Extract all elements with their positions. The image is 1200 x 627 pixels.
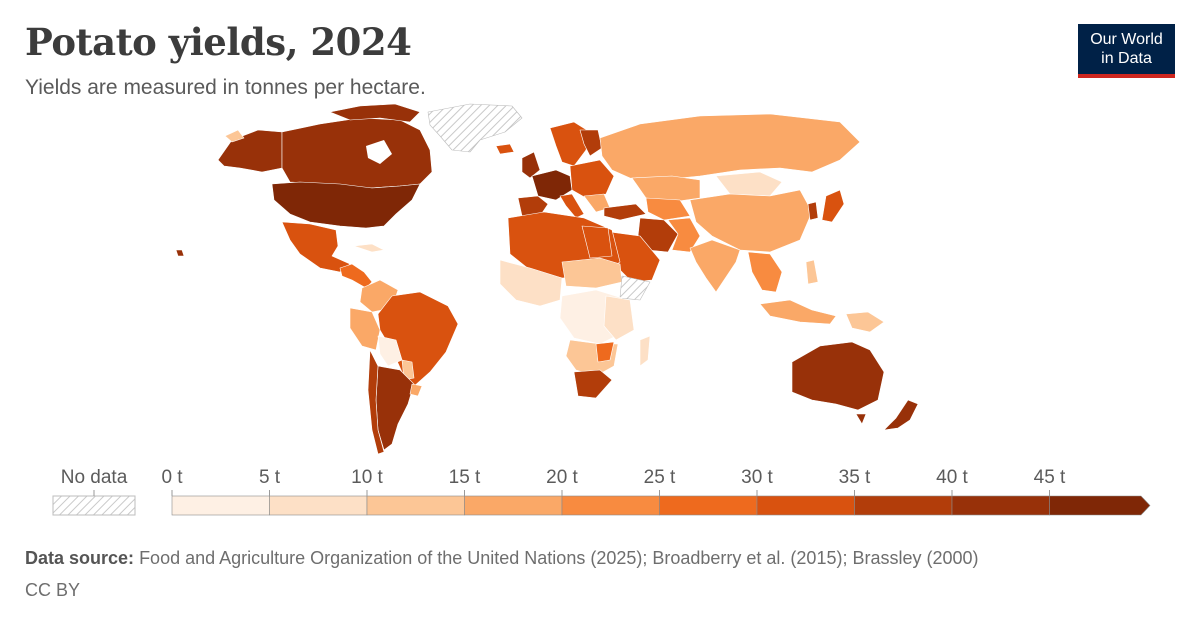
region-peru[interactable] (349, 307, 381, 351)
region-cuba[interactable] (353, 243, 385, 253)
region-russia[interactable] (599, 113, 861, 181)
legend-bin-0[interactable] (171, 495, 270, 516)
region-iberia[interactable] (517, 195, 549, 217)
region-mexico[interactable] (281, 221, 351, 273)
region-hudson-bay[interactable] (366, 140, 392, 164)
logo-line-1: Our World (1090, 31, 1163, 48)
legend-bin-7[interactable] (854, 495, 953, 516)
legend-tick-label-8: 40 t (936, 467, 968, 488)
region-tasmania[interactable] (855, 413, 867, 425)
region-korea[interactable] (807, 201, 819, 221)
legend-tick-label-2: 10 t (351, 467, 383, 488)
region-mongolia[interactable] (715, 171, 783, 197)
data-source-text: Food and Agriculture Organization of the… (139, 548, 979, 568)
region-canada-arctic[interactable] (329, 103, 421, 123)
legend-tick-label-7: 35 t (839, 467, 871, 488)
legend-tick-label-6: 30 t (741, 467, 773, 488)
region-kazakhstan[interactable] (631, 175, 701, 203)
region-central-asia[interactable] (645, 197, 691, 221)
region-usa[interactable] (271, 181, 421, 229)
region-greenland[interactable] (427, 103, 523, 153)
region-australia[interactable] (791, 341, 885, 411)
chart-subtitle: Yields are measured in tonnes per hectar… (25, 76, 426, 99)
legend-tick-label-0: 0 t (161, 467, 183, 488)
region-brazil[interactable] (377, 291, 459, 389)
legend-tick-label-5: 25 t (644, 467, 676, 488)
region-finland[interactable] (579, 129, 603, 157)
legend-tick-label-1: 5 t (259, 467, 281, 488)
region-south-africa[interactable] (573, 369, 613, 399)
region-chile[interactable] (367, 349, 385, 455)
legend-no-data-label: No data (61, 467, 128, 488)
region-japan[interactable] (821, 189, 845, 223)
region-eastern-europe[interactable] (569, 159, 615, 199)
region-central-america[interactable] (339, 263, 373, 289)
region-new-guinea[interactable] (845, 311, 885, 333)
region-canada[interactable] (281, 117, 433, 189)
region-india[interactable] (689, 239, 741, 293)
region-iceland[interactable] (495, 143, 515, 155)
legend-bin-8[interactable] (951, 495, 1050, 516)
logo-line-2: in Data (1101, 50, 1152, 67)
legend-bin-4[interactable] (561, 495, 660, 516)
region-uruguay[interactable] (409, 383, 423, 397)
region-indonesia[interactable] (759, 299, 837, 325)
region-argentina[interactable] (375, 365, 415, 451)
region-hawaii[interactable] (175, 249, 185, 257)
region-turkey[interactable] (603, 203, 647, 221)
legend-bin-2[interactable] (366, 495, 465, 516)
region-aleutians[interactable] (224, 129, 245, 143)
region-afghanistan-pakistan[interactable] (667, 217, 701, 253)
region-sahel[interactable] (561, 257, 623, 289)
legend-bin-9[interactable] (1049, 495, 1151, 516)
world-map[interactable] (0, 95, 1200, 460)
legend-no-data-swatch (52, 495, 136, 516)
region-china[interactable] (689, 189, 813, 253)
region-west-africa[interactable] (499, 259, 563, 307)
region-philippines[interactable] (805, 259, 819, 285)
owid-logo[interactable]: Our World in Data (1078, 24, 1175, 78)
region-madagascar[interactable] (639, 335, 651, 367)
region-zambia-zim[interactable] (595, 341, 615, 363)
license: CC BY (25, 580, 81, 600)
region-indochina[interactable] (747, 251, 783, 293)
region-uk[interactable] (521, 151, 541, 179)
region-italy[interactable] (559, 193, 585, 219)
region-scandinavia[interactable] (549, 121, 591, 167)
data-source: Data source: Food and Agriculture Organi… (25, 548, 979, 569)
legend-bin-5[interactable] (659, 495, 758, 516)
legend-bin-1[interactable] (269, 495, 368, 516)
region-egypt[interactable] (581, 225, 613, 259)
region-bolivia[interactable] (377, 335, 403, 367)
legend-tick-label-9: 45 t (1034, 467, 1066, 488)
data-source-label: Data source: (25, 548, 135, 568)
legend-bin-3[interactable] (464, 495, 563, 516)
color-legend: No data 0 t 5 t 10 t 15 t 20 t 25 t 30 t 35 t 40… (52, 467, 1151, 516)
legend-tick-label-4: 20 t (546, 467, 578, 488)
region-east-africa[interactable] (603, 295, 635, 341)
region-new-zealand[interactable] (883, 399, 919, 431)
region-horn-africa[interactable] (619, 275, 651, 301)
logo-accent-bar (1078, 74, 1175, 78)
legend-bin-6[interactable] (756, 495, 855, 516)
legend-tick-label-3: 15 t (449, 467, 481, 488)
chart-title: Potato yields, 2024 (25, 20, 412, 64)
